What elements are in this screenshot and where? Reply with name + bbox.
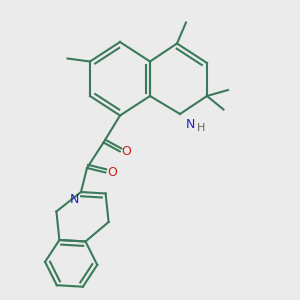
Text: N: N: [70, 194, 80, 206]
Text: O: O: [107, 166, 117, 179]
Text: H: H: [196, 123, 205, 133]
Text: O: O: [122, 145, 131, 158]
Text: N: N: [185, 118, 195, 131]
